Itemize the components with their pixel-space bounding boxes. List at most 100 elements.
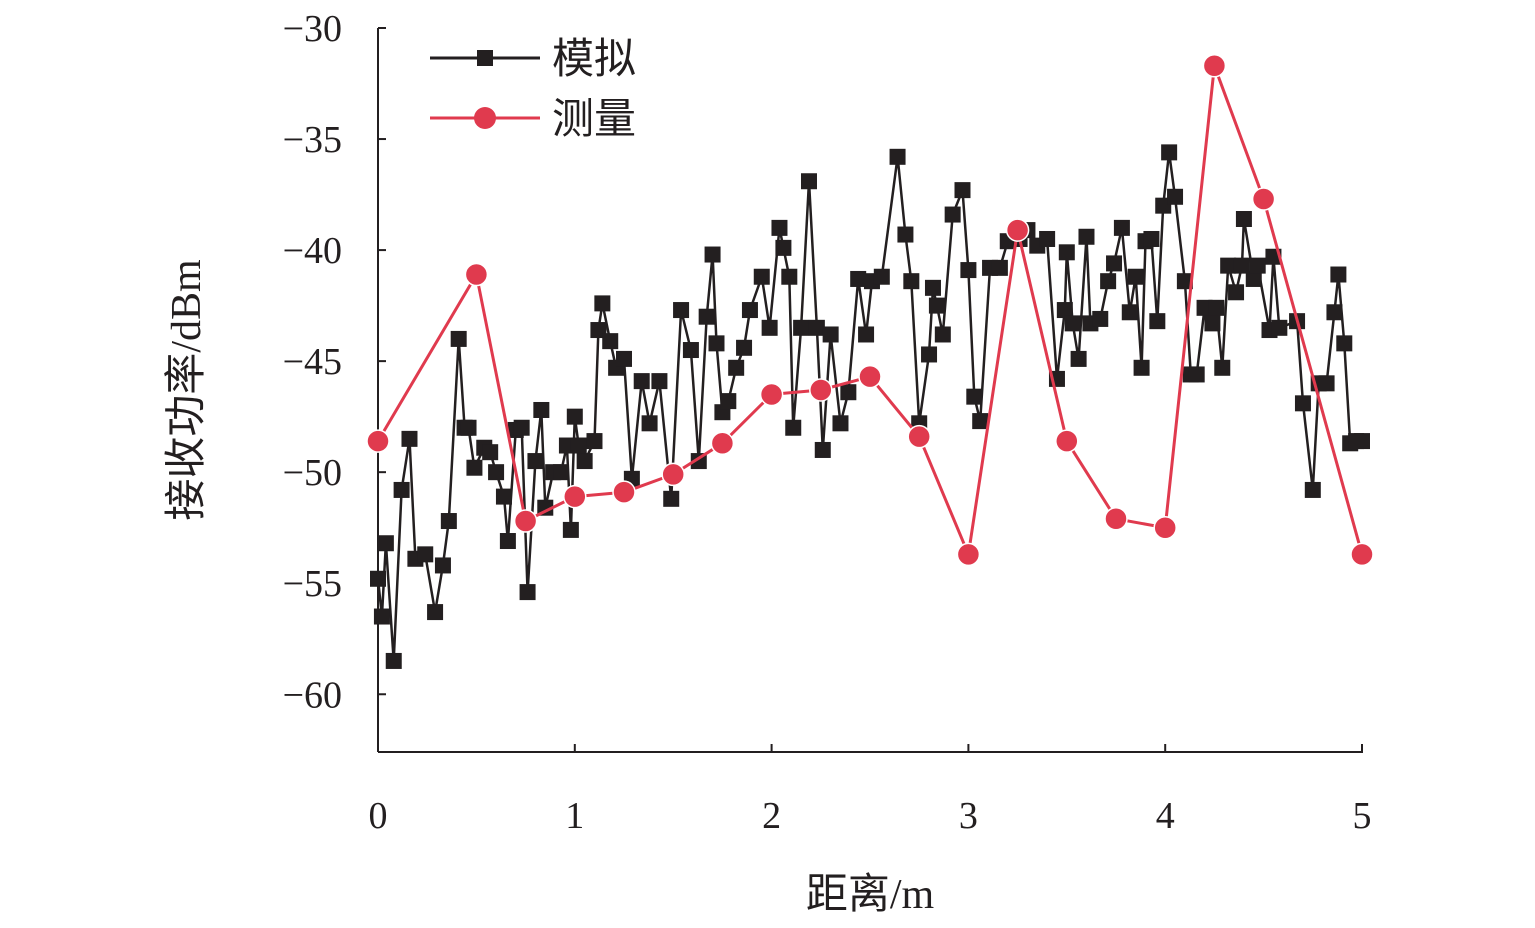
data-point-square xyxy=(934,326,951,343)
data-point-circle xyxy=(563,484,587,509)
x-tick-label: 0 xyxy=(369,795,388,837)
data-point-square xyxy=(1106,255,1123,272)
data-point-square xyxy=(641,415,658,432)
data-point-square xyxy=(651,373,668,390)
data-point-square xyxy=(1149,313,1166,330)
data-point-square xyxy=(858,326,875,343)
data-point-square xyxy=(775,239,792,256)
data-point-square xyxy=(903,273,920,290)
legend-label: 模拟 xyxy=(552,37,636,83)
data-point-square xyxy=(1354,433,1370,450)
data-point-square xyxy=(873,268,890,285)
y-tick-label: −35 xyxy=(283,119,342,161)
legend-marker-circle xyxy=(474,107,496,129)
data-point-circle xyxy=(1350,542,1374,567)
data-point-square xyxy=(1336,335,1353,352)
y-tick-label: −40 xyxy=(283,230,342,272)
data-point-square xyxy=(450,330,467,347)
data-point-square xyxy=(720,393,737,410)
data-point-square xyxy=(1092,310,1109,327)
data-point-square xyxy=(1188,366,1205,383)
legend-marker-square xyxy=(477,50,493,66)
data-point-square xyxy=(482,444,499,461)
data-point-square xyxy=(1249,257,1266,274)
data-point-square xyxy=(460,419,477,436)
x-tick-label: 4 xyxy=(1156,795,1175,837)
data-point-circle xyxy=(661,462,685,487)
data-point-square xyxy=(1121,304,1138,321)
x-tick-label: 3 xyxy=(959,795,978,837)
data-point-square xyxy=(1294,395,1311,412)
data-point-square xyxy=(897,226,914,243)
data-point-square xyxy=(928,297,945,314)
data-point-circle xyxy=(858,364,882,389)
data-point-square xyxy=(1326,304,1343,321)
data-point-square xyxy=(393,481,410,498)
data-point-square xyxy=(385,652,402,669)
data-point-square xyxy=(800,173,817,190)
x-axis-title: 距离/m xyxy=(806,871,935,918)
data-point-circle xyxy=(759,382,784,407)
data-point-square xyxy=(850,270,867,287)
data-point-square xyxy=(434,557,451,574)
data-point-square xyxy=(417,546,434,563)
data-point-circle xyxy=(1251,187,1276,211)
data-point-square xyxy=(594,295,611,312)
data-point-square xyxy=(771,219,788,236)
y-ticks: −30 −35 −40 −45 −50 −55 −60 xyxy=(283,8,386,716)
data-point-square xyxy=(781,268,798,285)
y-tick-label: −30 xyxy=(283,8,342,50)
data-point-square xyxy=(1235,210,1252,227)
data-point-square xyxy=(1304,481,1321,498)
data-point-square xyxy=(488,464,505,481)
data-point-square xyxy=(954,182,971,199)
data-point-square xyxy=(663,490,680,507)
data-point-square xyxy=(1100,273,1117,290)
data-point-square xyxy=(466,459,483,476)
data-point-circle xyxy=(1005,218,1030,242)
data-point-square xyxy=(1133,359,1150,376)
series-square-group xyxy=(370,144,1370,669)
data-point-square xyxy=(495,488,512,505)
data-point-square xyxy=(1127,268,1144,285)
data-point-circle xyxy=(809,378,833,402)
data-point-square xyxy=(1161,144,1178,161)
data-point-square xyxy=(1058,244,1075,261)
data-point-square xyxy=(1078,228,1095,245)
data-point-square xyxy=(616,350,632,367)
data-point-square xyxy=(586,433,603,450)
data-point-square xyxy=(728,359,745,376)
data-point-square xyxy=(527,453,544,470)
axes xyxy=(377,28,1363,753)
data-point-square xyxy=(832,415,849,432)
data-point-square xyxy=(840,384,857,401)
data-point-square xyxy=(499,533,516,550)
data-point-circle xyxy=(907,424,931,449)
data-point-square xyxy=(793,319,810,336)
data-point-square xyxy=(562,521,579,538)
data-point-square xyxy=(1271,319,1288,336)
data-point-square xyxy=(966,388,983,405)
data-point-square xyxy=(373,608,390,625)
data-point-square xyxy=(1214,359,1231,376)
data-point-square xyxy=(1070,350,1087,367)
data-point-square xyxy=(1318,375,1335,392)
data-point-square xyxy=(533,401,550,418)
data-point-square xyxy=(1167,188,1184,205)
data-point-square xyxy=(808,319,825,336)
data-point-square xyxy=(1330,266,1347,283)
x-tick-label: 1 xyxy=(565,795,584,837)
data-point-square xyxy=(924,279,941,296)
x-tick-label: 2 xyxy=(762,795,781,837)
data-point-square xyxy=(370,570,386,587)
data-point-square xyxy=(921,346,938,363)
data-point-square xyxy=(1245,270,1262,287)
data-point-square xyxy=(1228,284,1245,301)
data-point-circle xyxy=(1202,54,1227,78)
data-point-square xyxy=(991,259,1008,276)
data-point-square xyxy=(1208,299,1225,316)
data-point-circle xyxy=(366,429,390,453)
data-point-circle xyxy=(612,480,636,504)
x-tick-label: 5 xyxy=(1353,795,1372,837)
data-point-circle xyxy=(956,542,981,567)
